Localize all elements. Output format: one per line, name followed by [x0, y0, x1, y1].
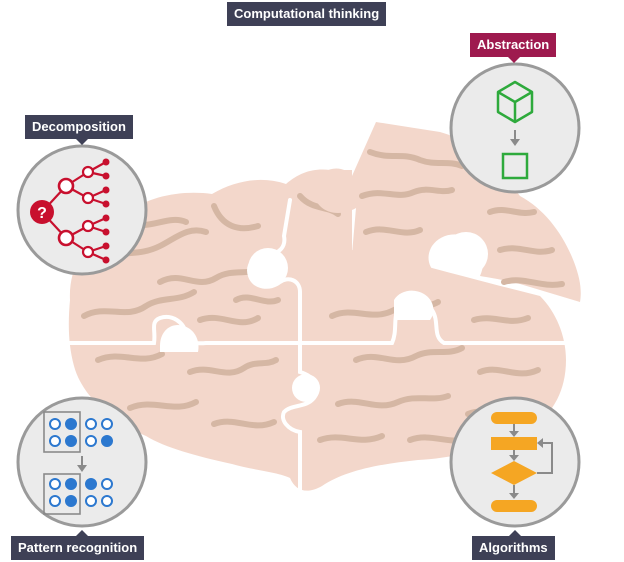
down-arrow-icon: [510, 130, 520, 146]
decomposition-circle: ?: [16, 144, 148, 276]
algorithms-label-text: Algorithms: [479, 540, 548, 555]
decomposition-label-text: Decomposition: [32, 119, 126, 134]
pattern-recognition-label: Pattern recognition: [11, 530, 145, 560]
brain-puzzle: [64, 122, 581, 494]
title-label: Computational thinking: [227, 2, 387, 26]
cube-icon: [496, 80, 534, 124]
label-pointer: [76, 139, 88, 145]
label-pointer: [76, 530, 88, 536]
abstraction-circle: [449, 62, 581, 194]
pattern-recognition-circle: [16, 396, 148, 528]
decomposition-label: Decomposition: [25, 115, 133, 145]
dot-pattern-icon: [43, 411, 113, 515]
question-mark: ?: [37, 205, 47, 222]
square-icon: [501, 152, 529, 180]
abstraction-label-text: Abstraction: [477, 37, 550, 52]
label-pointer: [508, 57, 520, 63]
question-icon: [30, 200, 54, 224]
decomposition-leaf-dots: [102, 158, 110, 264]
algorithms-label: Algorithms: [472, 530, 555, 560]
title-text: Computational thinking: [234, 6, 380, 21]
algorithms-circle: [449, 396, 581, 528]
flowchart-icon: [491, 412, 553, 512]
pattern-recognition-label-text: Pattern recognition: [18, 540, 138, 555]
label-pointer: [509, 530, 521, 536]
puzzle-piece-abstraction: [313, 122, 581, 302]
abstraction-label: Abstraction: [470, 33, 557, 63]
